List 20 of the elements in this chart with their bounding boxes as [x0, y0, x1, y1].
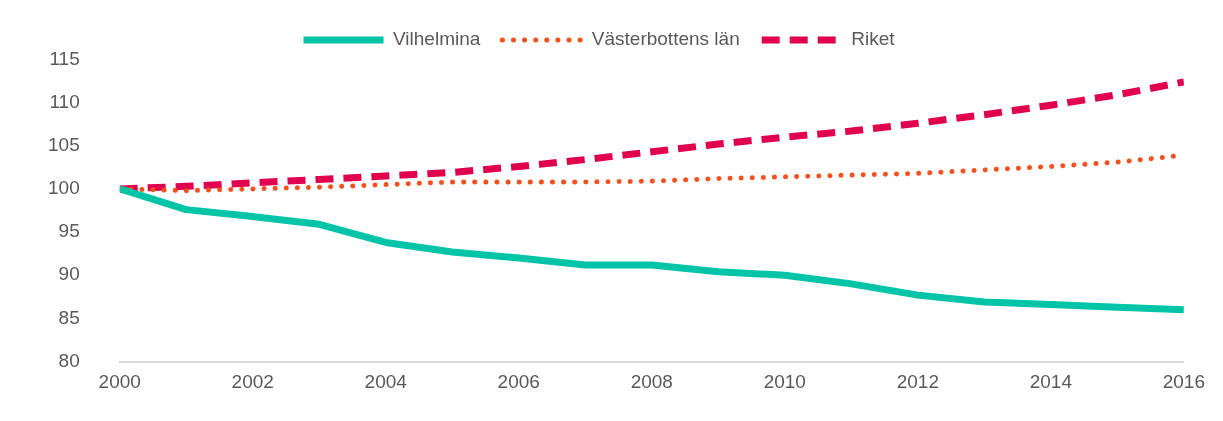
y-tick-label: 105: [48, 133, 80, 155]
legend-label: Vilhelmina: [393, 28, 481, 50]
x-tick-label: 2004: [364, 371, 408, 393]
x-tick-label: 2006: [497, 371, 540, 393]
y-tick-label: 80: [58, 349, 80, 371]
y-tick-label: 90: [58, 263, 80, 285]
x-tick-label: 2008: [630, 371, 673, 393]
x-tick-label: 2014: [1029, 371, 1073, 393]
y-tick-label: 85: [58, 306, 80, 328]
legend-label: Västerbottens län: [591, 28, 740, 50]
y-tick-label: 95: [58, 220, 80, 242]
y-tick-label: 100: [48, 177, 80, 199]
x-tick-label: 2002: [231, 371, 274, 393]
y-tick-label: 110: [49, 90, 80, 112]
x-tick-label: 2016: [1162, 371, 1206, 393]
legend-label: Riket: [851, 28, 896, 50]
y-tick-label: 115: [49, 47, 80, 69]
x-tick-label: 2000: [98, 371, 141, 393]
x-tick-label: 2010: [763, 371, 806, 393]
x-tick-label: 2012: [896, 371, 939, 393]
